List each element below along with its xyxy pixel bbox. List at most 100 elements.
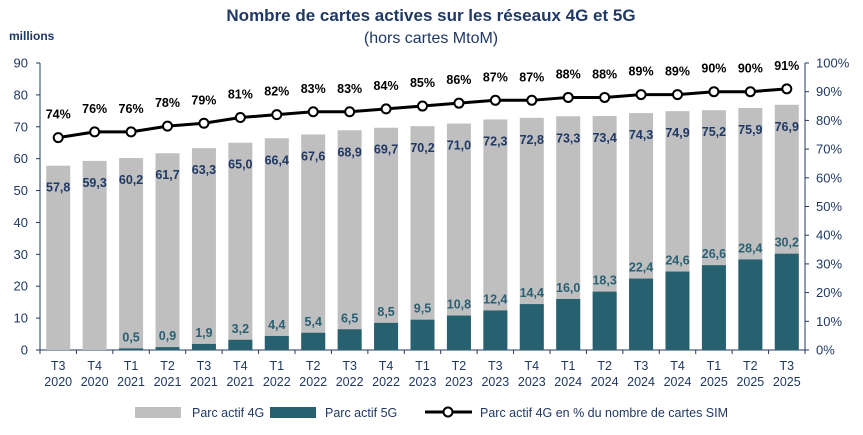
data-label-5g: 12,4 [483,292,507,306]
legend-item-pct: Parc actif 4G en % du nombre de cartes S… [425,406,728,420]
y-right-tick-label: 40% [816,228,842,243]
data-label-pct: 87% [519,70,544,84]
bar-4g [46,165,71,350]
data-label-pct: 85% [410,76,435,90]
data-label-4g: 75,9 [738,123,762,137]
point-pct [380,103,392,115]
data-label-pct: 90% [701,62,726,76]
y-left-tick-label: 50 [14,183,28,198]
y-axis-unit-label: millions [9,29,55,43]
legend-label-5g: Parc actif 5G [325,406,397,420]
bar-5g [446,315,471,350]
y-left-tick-label: 90 [14,56,28,71]
point-pct [744,86,756,98]
y-right-tick-label: 20% [816,285,842,300]
x-tick-label: T3 2021 [190,359,218,389]
legend-item-4g: Parc actif 4G [135,406,264,420]
data-label-pct: 88% [592,67,617,81]
point-pct [271,109,283,121]
data-label-4g: 60,2 [119,173,143,187]
data-label-4g: 75,2 [702,125,726,139]
point-pct [307,106,319,118]
bar-5g [155,347,180,350]
series-pct-labels: 74% 76% 76% 78% 79% 81% 82% 83% 83% 84% 85% 86% 87% 8… [46,59,800,122]
x-tick-label: T4 2020 [81,359,109,389]
y-axis-left: 0 10 20 30 40 50 60 70 80 90 [14,56,40,358]
series-pct-line [52,83,793,144]
data-label-4g: 68,9 [337,145,361,159]
bar-5g [774,253,799,350]
point-pct [526,94,538,106]
point-pct [162,120,173,132]
bar-5g [264,335,289,350]
point-pct [599,91,611,103]
x-tick-label: T4 2021 [226,359,254,389]
point-pct [344,106,356,118]
point-pct [781,83,793,95]
bar-5g [592,291,617,350]
data-label-pct: 90% [738,62,763,76]
data-label-pct: 82% [264,85,289,99]
x-tick-label: T3 2023 [481,359,509,389]
data-label-4g: 71,0 [447,139,471,153]
bar-4g [228,142,253,350]
x-tick-label: T3 2025 [773,359,801,389]
data-label-5g: 4,4 [268,318,285,332]
data-label-5g: 16,0 [556,281,580,295]
x-tick-label: T2 2024 [591,359,619,389]
legend-marker-pct [442,406,454,418]
y-right-tick-label: 80% [816,113,842,128]
legend-item-5g: Parc actif 5G [270,406,397,420]
point-pct [234,112,246,124]
y-right-tick-label: 0% [816,343,835,358]
bar-4g [337,130,362,350]
y-right-tick-label: 30% [816,256,842,271]
bar-5g [119,348,144,350]
bar-5g [374,322,399,350]
data-label-pct: 78% [155,96,180,110]
data-label-5g: 28,4 [738,241,762,255]
point-pct [52,132,64,144]
bar-5g [519,304,544,350]
series-4g-labels: 57,8 59,3 60,2 61,7 63,3 65,0 66,4 67,6 68,9 69,7… [46,120,799,195]
data-label-pct: 74% [46,108,71,122]
data-label-4g: 74,9 [665,126,689,140]
bar-5g [701,265,726,350]
x-tick-label: T3 2022 [336,359,364,389]
data-label-5g: 10,8 [447,298,471,312]
data-label-5g: 14,4 [520,286,544,300]
y-left-tick-label: 30 [14,247,28,262]
data-label-4g: 66,4 [265,153,289,167]
data-label-4g: 69,7 [374,143,398,157]
point-pct [489,94,501,106]
chart-subtitle: (hors cartes MtoM) [364,30,498,47]
series-5g-bars [119,253,799,350]
data-label-pct: 76% [82,102,107,116]
data-label-pct: 84% [374,79,399,93]
y-right-tick-label: 10% [816,314,842,329]
legend-label-4g: Parc actif 4G [192,406,264,420]
y-left-tick-label: 60 [14,151,28,166]
x-tick-label: T4 2022 [372,359,400,389]
bar-4g [374,127,399,351]
legend-swatch-4g [135,407,181,418]
data-label-pct: 86% [446,73,471,87]
data-label-pct: 88% [556,67,581,81]
x-tick-label: T2 2021 [154,359,182,389]
data-label-pct: 89% [665,65,690,79]
bar-5g [629,278,654,350]
y-left-tick-label: 10 [14,311,28,326]
y-right-tick-label: 90% [816,84,842,99]
x-tick-label: T2 2025 [736,359,764,389]
data-label-4g: 61,7 [155,168,179,182]
data-label-4g: 59,3 [82,176,106,190]
bar-4g [82,160,107,350]
data-label-pct: 89% [629,65,654,79]
data-label-5g: 9,5 [414,302,431,316]
bar-5g [337,329,362,350]
data-label-5g: 0,9 [159,329,176,343]
data-label-5g: 8,5 [377,305,394,319]
bar-5g [665,271,690,350]
data-label-4g: 63,3 [192,163,216,177]
